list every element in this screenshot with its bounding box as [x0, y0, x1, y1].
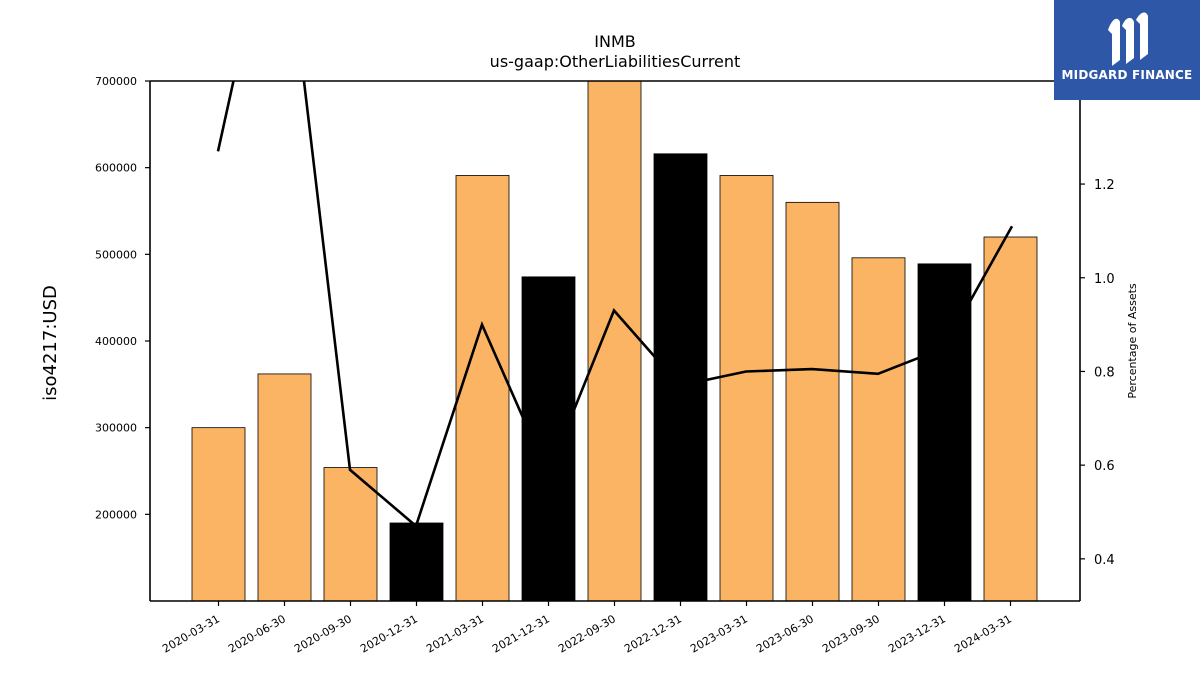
x-tick-label: 2021-03-31: [424, 612, 486, 655]
y2-tick-label: 1.0: [1094, 272, 1115, 287]
y2-axis-label: Percentage of Assets: [1126, 283, 1139, 399]
plot-area: [191, 81, 1038, 601]
bar-2023-09-30: [851, 257, 906, 601]
bar-2020-03-31: [191, 427, 246, 601]
x-tick-label: 2021-12-31: [490, 612, 552, 655]
bar-2020-12-31: [389, 522, 444, 601]
brand-mark-icon: [1108, 12, 1148, 67]
bar-2023-06-30: [785, 201, 840, 601]
x-tick-label: 2023-03-31: [688, 612, 750, 655]
x-tick-label: 2023-09-30: [820, 612, 882, 655]
y-axis-label: iso4217:USD: [40, 285, 61, 401]
y-tick-label: 500000: [95, 248, 137, 261]
chart-title: INMB: [594, 32, 636, 51]
x-tick-label: 2023-06-30: [754, 612, 816, 655]
brand-logo: MIDGARD FINANCE: [1054, 0, 1200, 100]
x-tick-label: 2022-09-30: [556, 612, 618, 655]
x-tick-label: 2020-03-31: [160, 612, 222, 655]
y-tick-label: 200000: [95, 508, 137, 521]
bar-2021-03-31: [455, 175, 510, 601]
y2-tick-label: 0.6: [1094, 459, 1115, 474]
bar-2020-09-30: [323, 467, 378, 601]
y2-tick-label: 0.8: [1094, 365, 1115, 380]
bar-2022-09-30: [587, 81, 642, 601]
bar-2022-12-31: [653, 153, 708, 601]
y-tick-label: 600000: [95, 162, 137, 175]
x-tick-label: 2023-12-31: [886, 612, 948, 655]
bar-2021-12-31: [521, 276, 576, 601]
y2-tick-label: 0.4: [1094, 553, 1115, 568]
chart-subtitle: us-gaap:OtherLiabilitiesCurrent: [489, 52, 741, 71]
y2-tick-label: 1.2: [1094, 178, 1115, 193]
bar-2023-12-31: [917, 263, 972, 601]
bar-2023-03-31: [719, 175, 774, 601]
x-tick-label: 2020-06-30: [226, 612, 288, 655]
x-tick-label: 2022-12-31: [622, 612, 684, 655]
y-tick-label: 400000: [95, 335, 137, 348]
y-tick-label: 700000: [95, 75, 137, 88]
x-tick-label: 2020-12-31: [358, 612, 420, 655]
x-tick-label: 2020-09-30: [292, 612, 354, 655]
bar-2024-03-31: [983, 236, 1038, 601]
x-tick-label: 2024-03-31: [952, 612, 1014, 655]
brand-name: MIDGARD FINANCE: [1061, 68, 1193, 82]
percentage-line: [216, 81, 1014, 529]
y-tick-label: 300000: [95, 422, 137, 435]
bar-2020-06-30: [257, 373, 312, 601]
